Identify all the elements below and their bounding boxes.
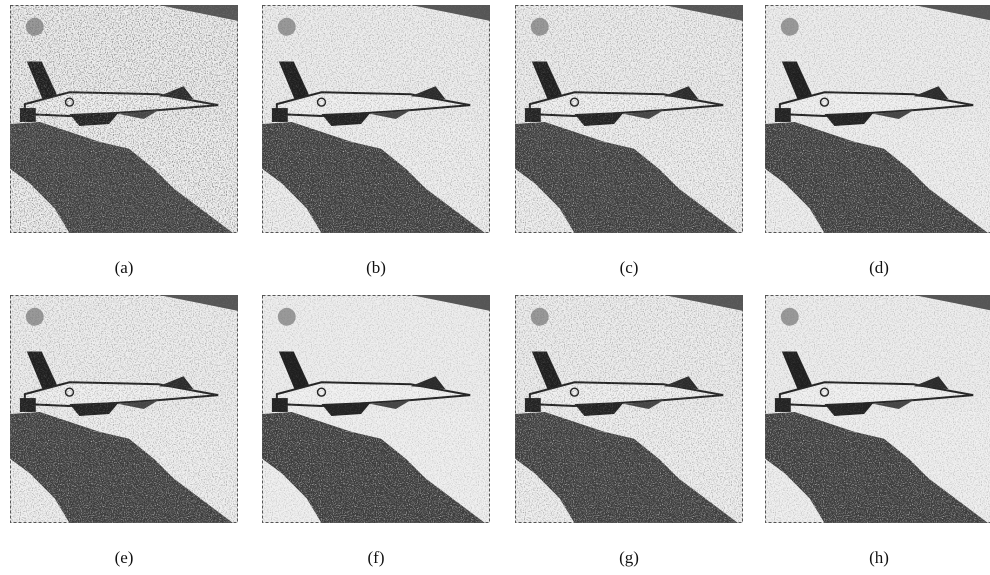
panel [765, 295, 990, 523]
panel-label: (e) [115, 548, 134, 567]
image-noise [765, 295, 990, 523]
panel [10, 5, 238, 233]
panel [262, 295, 490, 523]
panel [262, 5, 490, 233]
panel-label: (c) [620, 258, 639, 277]
panel [515, 5, 743, 233]
panel-label: (f) [368, 548, 385, 567]
image-noise [10, 5, 238, 233]
panel-label: (a) [115, 258, 134, 277]
image-noise [262, 295, 490, 523]
panel-label: (h) [869, 548, 889, 567]
image-noise [515, 295, 743, 523]
image-noise [10, 295, 238, 523]
panel-label: (d) [869, 258, 889, 277]
image-noise [765, 5, 990, 233]
panel [515, 295, 743, 523]
image-noise [262, 5, 490, 233]
panel [10, 295, 238, 523]
image-noise [515, 5, 743, 233]
panel-label: (g) [619, 548, 639, 567]
panel-label: (b) [366, 258, 386, 277]
panel [765, 5, 990, 233]
